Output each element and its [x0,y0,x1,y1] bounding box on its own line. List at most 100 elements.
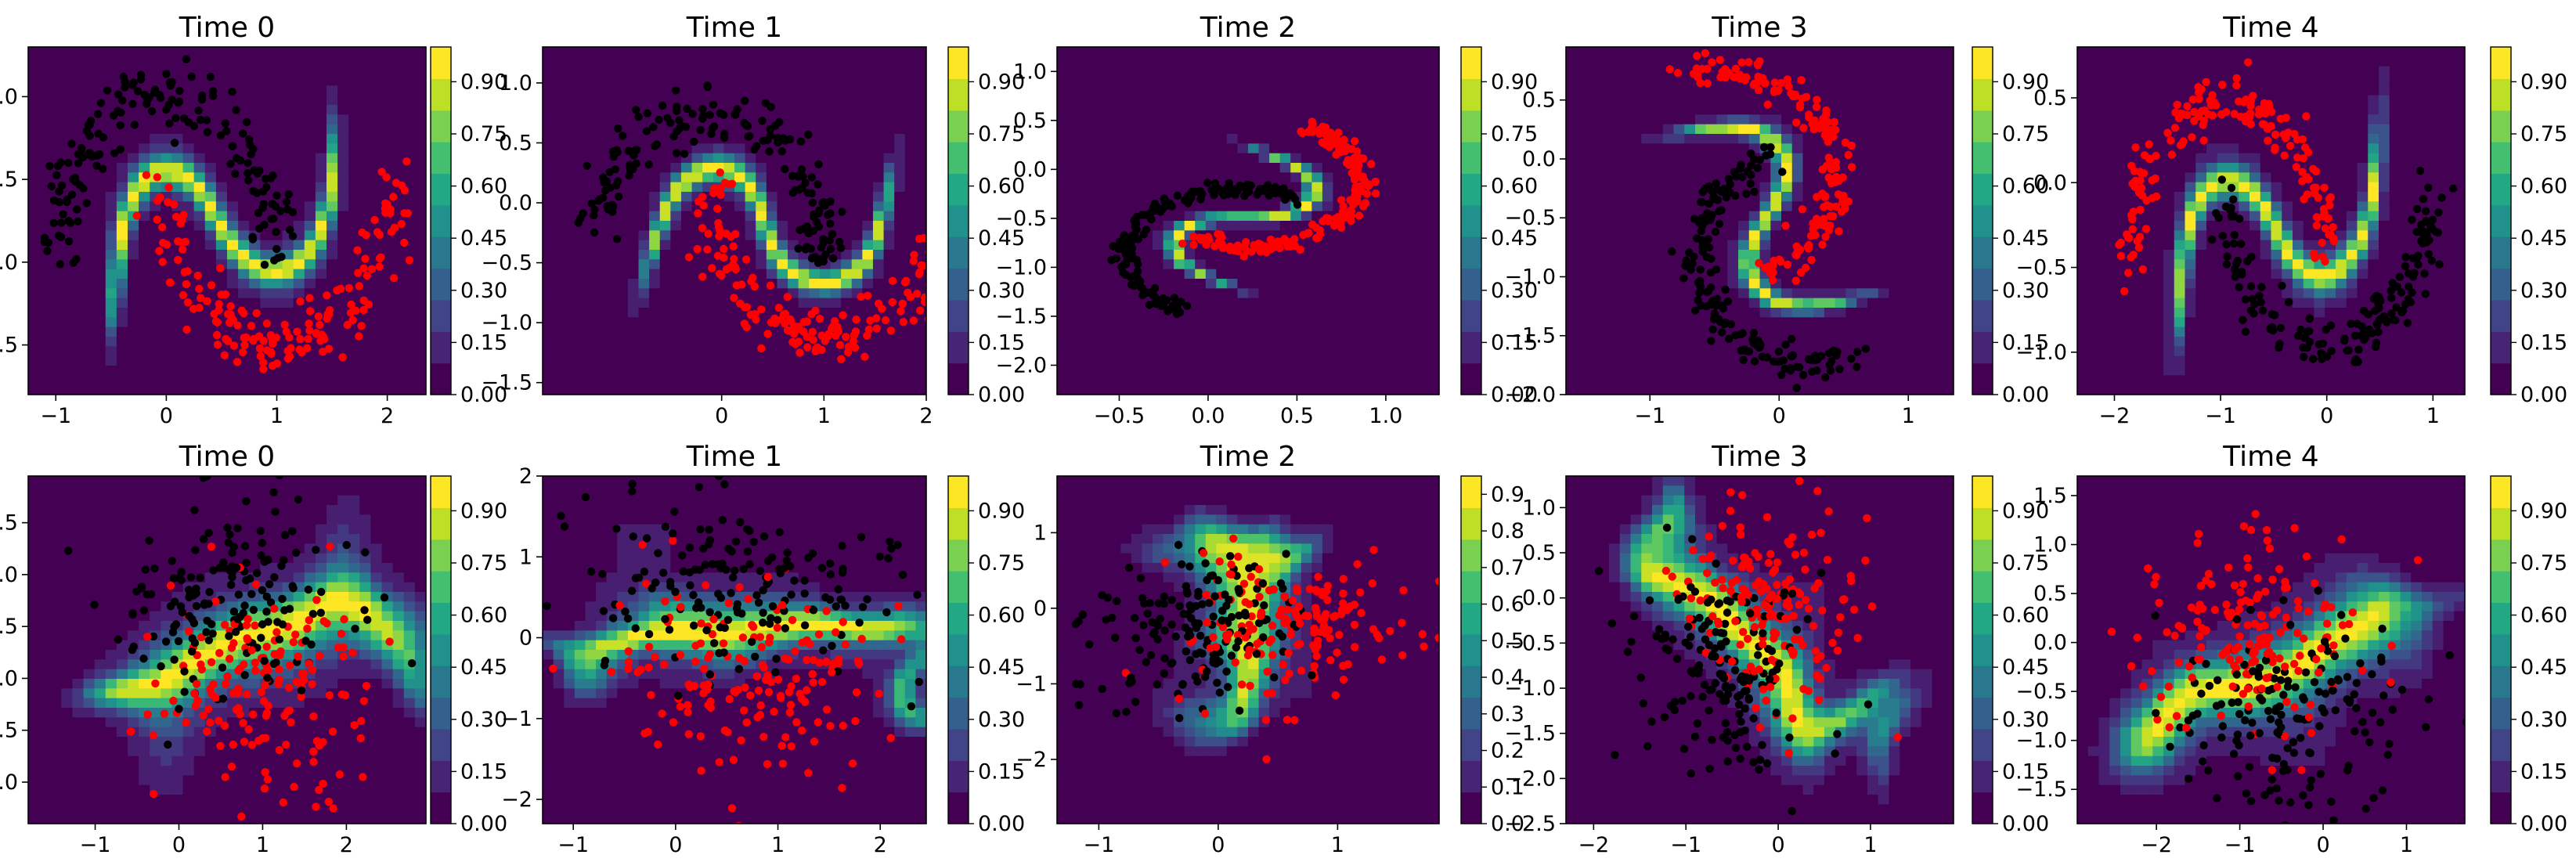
data-point [931,206,939,214]
data-point [1844,150,1853,160]
data-point [77,143,86,153]
data-point [826,244,835,254]
y-tick-label: −1.5 [481,371,532,395]
data-point [197,116,205,124]
probability-field [543,47,926,395]
data-point [193,696,202,705]
data-point [275,476,283,480]
data-point [1687,265,1695,274]
data-point [1727,579,1736,587]
colorbar-tick-label: 0.45 [978,226,1025,251]
data-point [1308,220,1317,229]
data-point [898,570,907,579]
data-point [1849,605,1859,614]
data-point [1210,592,1219,601]
data-point [1770,86,1779,95]
data-point [752,316,760,324]
data-point [2230,231,2239,240]
data-point [1142,658,1151,666]
data-point [2257,298,2265,307]
data-point [305,326,314,335]
data-point [367,265,377,273]
x-tick-label: −1 [557,833,589,857]
data-point [1741,726,1749,735]
data-point [390,223,399,232]
data-point [2428,224,2437,233]
y-tick-label: 0 [1034,597,1047,621]
data-point [725,694,734,704]
data-point [253,189,262,197]
data-point [314,312,323,321]
data-point [1254,564,1264,574]
data-point [290,782,298,792]
colorbar-tick-label: 0.30 [2520,279,2567,303]
data-point [52,171,61,179]
data-point [1784,602,1794,611]
data-point [2239,690,2248,698]
data-point [2129,207,2138,216]
data-point [312,596,321,604]
data-point [1351,137,1359,146]
data-point [2299,352,2308,362]
data-point [1744,557,1753,566]
data-point [2331,706,2340,715]
data-point [731,110,739,119]
data-point [1787,334,1796,344]
data-point [2255,729,2264,738]
colorbar: 0.000.150.300.450.600.750.90 [2490,46,2567,407]
y-tick-label: 2 [519,464,532,489]
data-point [168,557,176,565]
data-point [1132,256,1142,265]
data-point [1781,222,1790,230]
data-point [193,680,201,688]
data-point [1290,716,1299,724]
data-point [1784,537,1792,546]
data-point [1321,140,1330,149]
data-point [685,543,695,552]
data-point [1386,626,1394,636]
data-point [1679,745,1689,753]
data-point [377,168,386,176]
data-point [2176,723,2185,732]
data-point [1719,733,1728,741]
data-point [196,573,204,582]
data-point [1239,579,1249,588]
data-point [291,630,300,639]
data-point [739,564,748,573]
data-point [766,132,774,140]
data-point [2226,206,2235,215]
y-tick-label: −1.0 [1504,265,1556,289]
data-point [804,769,813,777]
data-point [767,678,775,687]
data-point [1367,160,1376,168]
data-point [2296,734,2305,742]
colorbar-tick-label: 0.90 [978,70,1025,94]
data-point [928,239,936,247]
data-point [574,218,583,227]
data-point [323,619,331,628]
data-point [1373,630,1381,639]
data-point [175,86,184,96]
data-point [857,292,865,301]
data-point [2217,110,2226,119]
data-point [1359,175,1368,183]
colorbar-tick-label: 0.7 [1491,556,1524,580]
data-point [1627,637,1636,646]
data-point [2241,112,2249,121]
data-point [1240,242,1249,251]
data-point [1708,296,1718,305]
colorbar-tick-label: 0.00 [460,383,507,407]
y-tick-label: 1 [519,545,532,569]
data-point [631,574,640,582]
data-point [1749,329,1759,337]
data-point [628,479,637,489]
data-point [2337,611,2346,619]
data-point [211,597,220,606]
data-point [1239,252,1248,261]
data-point [1724,175,1734,183]
data-point [1171,632,1180,641]
data-point [2187,603,2196,612]
data-point [1356,588,1365,597]
data-point [612,525,621,533]
data-point [820,198,828,207]
